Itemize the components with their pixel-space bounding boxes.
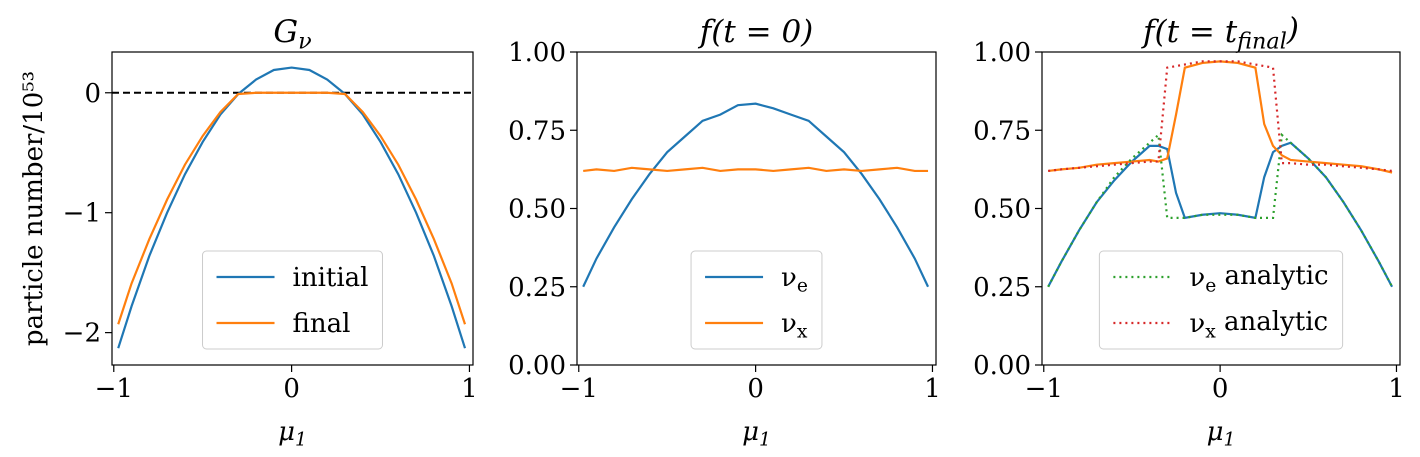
y-tick-label: 0.50	[973, 195, 1031, 225]
text-part: μ	[742, 417, 759, 447]
text-part: ν	[781, 309, 797, 339]
text-part: μ	[1207, 417, 1224, 447]
y-tick-label: 0	[84, 79, 101, 109]
legend-box	[202, 250, 383, 350]
text-part: 1	[295, 430, 307, 451]
x-axis-label: μ1	[742, 417, 771, 451]
series-line	[1048, 60, 1393, 173]
text-part: G	[273, 14, 298, 50]
x-tick-label: −1	[1025, 374, 1063, 404]
y-tick-label: 0.00	[508, 351, 566, 381]
legend-box	[690, 250, 823, 350]
x-tick-label: −1	[560, 374, 598, 404]
y-tick-label: 0.50	[508, 195, 566, 225]
subplot: f(t = tfinal)−1 0 10.000.250.500.751.00μ1ν…	[973, 11, 1405, 450]
y-tick-label: −2	[63, 319, 101, 349]
text-part: f(t = 0)	[698, 14, 814, 50]
y-tick-label: 0.00	[973, 351, 1031, 381]
text-part: analytic	[1216, 261, 1328, 291]
legend-label: νe	[781, 263, 808, 297]
subplot-title: f(t = tfinal)	[1141, 11, 1299, 54]
text-part: e	[797, 276, 808, 297]
text-part: analytic	[1216, 307, 1328, 337]
subplot-title: f(t = 0)	[698, 14, 814, 50]
text-part: )	[1286, 11, 1299, 47]
series-line	[117, 91, 467, 325]
text-part: 1	[759, 430, 771, 451]
legend-label: νx	[781, 309, 808, 343]
y-tick-label: 0.25	[508, 273, 566, 303]
axes-frame	[111, 51, 474, 366]
legend-box	[1098, 250, 1344, 350]
x-tick-label: 0	[747, 374, 764, 404]
x-tick-label: 1	[1388, 374, 1405, 404]
y-tick-label: 1.00	[508, 38, 566, 68]
text-part: e	[1205, 276, 1216, 297]
text-part: ν	[1189, 309, 1205, 339]
legend-label: νx analytic	[1189, 307, 1328, 343]
series-line	[1048, 60, 1393, 174]
x-axis-label: μ1	[1207, 417, 1236, 451]
axes-frame	[1041, 51, 1401, 366]
subplot-title: Gν	[273, 14, 311, 55]
y-tick-label: −1	[63, 199, 101, 229]
axes-frame	[576, 51, 937, 366]
y-tick-label: 0.25	[973, 273, 1031, 303]
x-tick-label: −1	[95, 374, 133, 404]
y-tick-label: 0.75	[973, 116, 1031, 146]
text-part: μ	[278, 417, 295, 447]
text-part: x	[797, 322, 808, 343]
legend: initial final	[202, 250, 383, 350]
text-part: f(t = t	[1141, 14, 1238, 50]
text-part: ν	[298, 29, 312, 55]
series-line	[582, 102, 930, 288]
x-tick-label: 1	[461, 374, 478, 404]
x-tick-label: 1	[924, 374, 941, 404]
x-tick-label: 0	[1212, 374, 1229, 404]
text-part: 1	[1224, 430, 1236, 451]
legend-label: initial	[293, 263, 369, 293]
series-line	[583, 166, 929, 173]
y-tick-label: 0.75	[508, 116, 566, 146]
plot-area	[1047, 60, 1394, 288]
plot-area	[112, 66, 473, 349]
legend-label: νe analytic	[1189, 261, 1328, 297]
series-line	[1047, 132, 1394, 288]
text-part: ν	[781, 263, 797, 293]
y-tick-label: 1.00	[973, 38, 1031, 68]
legend-label: final	[293, 309, 351, 339]
text-part: final	[1235, 29, 1287, 55]
series-line	[117, 66, 467, 349]
text-part: ν	[1189, 263, 1205, 293]
plot-area	[582, 102, 930, 288]
x-axis-label: μ1	[278, 417, 307, 451]
x-tick-label: 0	[283, 374, 300, 404]
text-part: x	[1205, 322, 1216, 343]
y-axis-label: particle number/10⁵³	[19, 71, 49, 346]
